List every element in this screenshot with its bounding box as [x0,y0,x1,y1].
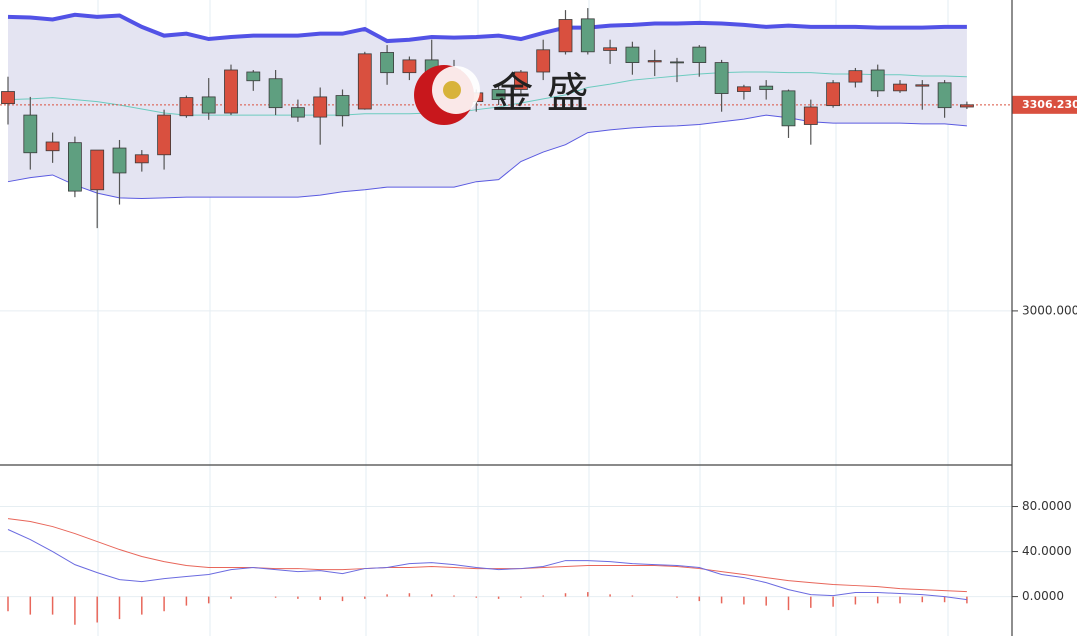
candle-body [134,154,149,164]
candle-body [246,71,261,82]
candle-body [402,59,417,74]
candle-body [625,46,640,63]
y-tick-label: 80.0000 [1022,499,1072,513]
candle-body [737,86,751,92]
watermark-text: 金 盛 [491,69,588,118]
candle-body [603,47,617,51]
candle-body [692,46,707,63]
candle-body [268,78,283,109]
candle-body [380,52,395,74]
candle-body [357,53,372,110]
logo-ball [443,81,461,99]
candle-body [201,96,216,114]
candle-body [915,84,930,87]
candle-body [112,147,127,174]
candle-body [335,95,350,117]
candle-body [848,70,863,83]
candle-body [224,69,238,114]
band-line [7,71,967,116]
candle-body [90,149,105,191]
candle-body [491,89,506,100]
candle-body [826,82,840,107]
candle-body [536,49,551,73]
candle-body [893,83,907,92]
candle-body [179,97,194,117]
band-fill [8,14,967,199]
candle-body [45,141,60,152]
indicator-line [7,529,967,601]
price-panel: 3000.000 3306.230 [0,8,1077,317]
candle-body [1,91,15,105]
candle-body [558,19,573,53]
candle-body [960,104,974,108]
last-price-label: 3306.230 [1022,98,1077,111]
candle-body [157,114,172,156]
candle-body [870,69,885,92]
watermark-logo [414,65,480,125]
y-tick-label: 0.0000 [1022,589,1064,603]
candle-body [68,142,82,192]
y-tick-label: 3000.000 [1022,303,1077,317]
candle-body [514,71,528,90]
candle-body [290,107,305,118]
candle-body [313,96,328,118]
last-price-tag [1012,95,1077,114]
candle-body [580,18,595,53]
candle-body [781,90,796,127]
candle-body [23,114,38,154]
indicator-panel: 80.0000 40.0000 0.0000 [0,499,1072,625]
candle-body [937,82,952,109]
candle-body [647,60,662,63]
candle-body [714,62,729,94]
candle-body [759,85,774,90]
candle-body [670,61,684,64]
candle-body [803,106,818,125]
band-line [7,12,967,44]
y-tick-label: 40.0000 [1022,544,1072,558]
